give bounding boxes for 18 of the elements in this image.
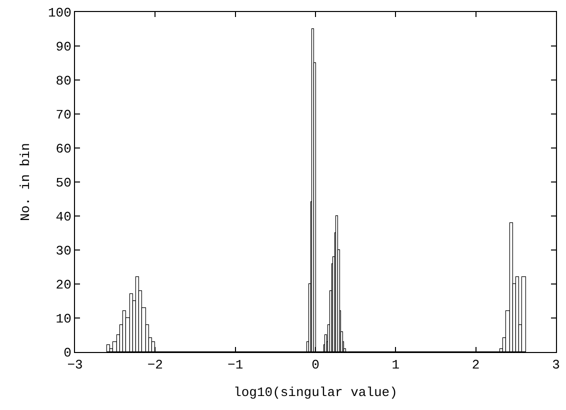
y-tick-label: 100 (48, 6, 72, 21)
x-tick-label: 0 (312, 358, 320, 373)
y-tick-label: 10 (56, 312, 72, 327)
x-tick-label: 3 (552, 358, 560, 373)
y-tick-label: 70 (56, 108, 72, 123)
y-tick-label: 60 (56, 142, 72, 157)
y-axis-title: No. in bin (18, 142, 33, 222)
y-tick-label: 90 (56, 40, 72, 55)
x-tick-label: 1 (392, 358, 400, 373)
y-tick-label: 40 (56, 210, 72, 225)
x-tick-label: −2 (147, 358, 163, 373)
y-tick-label: 30 (56, 244, 72, 259)
y-tick-label: 80 (56, 74, 72, 89)
y-tick-label: 50 (56, 176, 72, 191)
y-tick-label: 20 (56, 278, 72, 293)
x-axis-title: log10(singular value) (234, 385, 398, 400)
x-tick-label: −1 (228, 358, 244, 373)
x-tick-label: 2 (472, 358, 480, 373)
